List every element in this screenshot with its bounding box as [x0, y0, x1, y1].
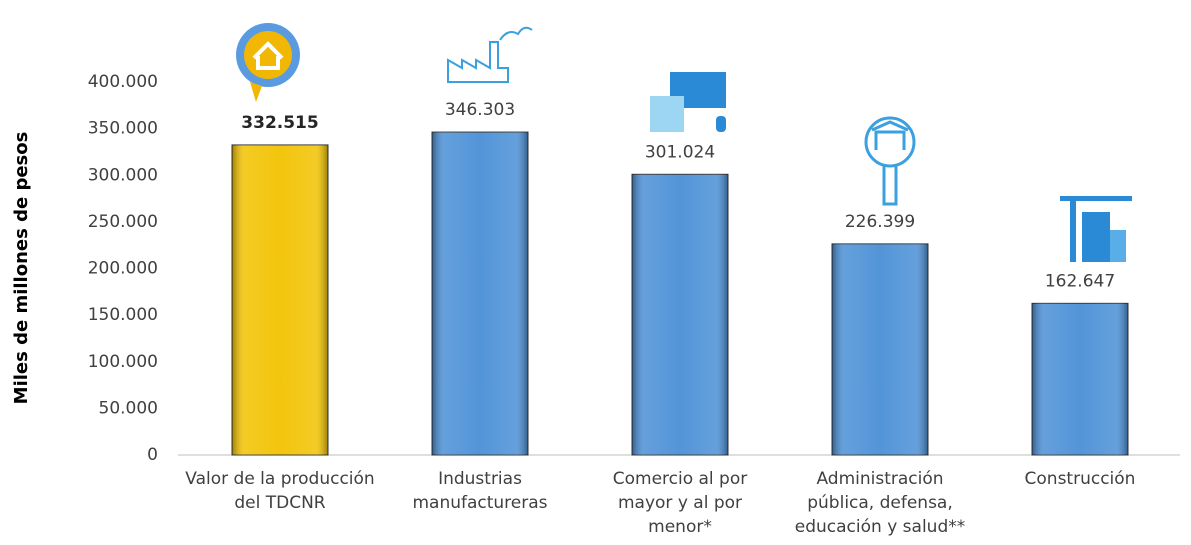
- x-tick-label: Administración pública, defensa, educaci…: [794, 469, 966, 537]
- x-tick-label: Comercio al por mayor y al por menor*: [612, 469, 748, 537]
- x-tick-label: Industrias manufactureras: [412, 469, 548, 513]
- bar: [431, 131, 529, 456]
- value-label: 226.399: [845, 212, 915, 232]
- icon-construction: [1060, 196, 1132, 262]
- icon-factory: [447, 26, 533, 83]
- bar: [231, 144, 329, 456]
- x-tick-label: Valor de la producción del TDCNR: [185, 469, 375, 513]
- value-label: 162.647: [1045, 271, 1115, 291]
- y-tick-label: 400.000: [88, 72, 158, 92]
- y-tick-label: 100.000: [88, 352, 158, 372]
- bar: [1031, 302, 1129, 456]
- y-tick-label: 350.000: [88, 119, 158, 139]
- x-tick-label: Construcción: [1024, 469, 1136, 489]
- bar: [631, 173, 729, 456]
- y-axis-label: Miles de millones de pesos: [11, 132, 32, 405]
- bar: [831, 243, 929, 456]
- y-tick-label: 300.000: [88, 165, 158, 185]
- value-label: 332.515: [241, 113, 318, 133]
- y-tick-label: 50.000: [99, 398, 158, 418]
- value-label: 301.024: [645, 142, 715, 162]
- y-tick-label: 150.000: [88, 305, 158, 325]
- icon-government: [864, 116, 916, 206]
- icon-house: [236, 23, 300, 102]
- y-tick-label: 250.000: [88, 212, 158, 232]
- y-tick-label: 200.000: [88, 259, 158, 279]
- icon-commerce: [650, 72, 726, 132]
- y-tick-label: 0: [147, 445, 158, 465]
- value-label: 346.303: [445, 100, 515, 120]
